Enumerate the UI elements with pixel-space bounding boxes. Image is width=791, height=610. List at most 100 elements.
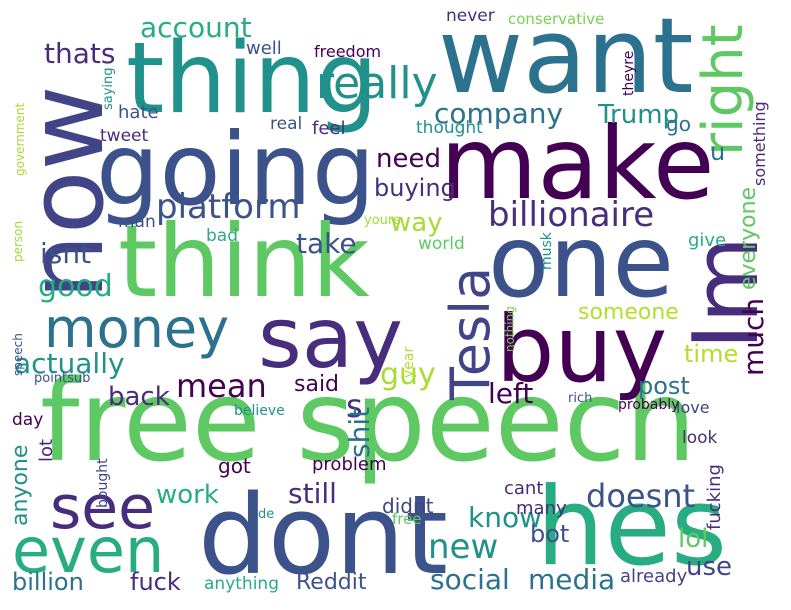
word-bot: bot xyxy=(530,520,570,548)
word-saying: saying xyxy=(101,67,116,110)
word-media: media xyxy=(528,563,616,596)
word-many: many xyxy=(516,498,567,519)
word-really: really xyxy=(316,58,438,109)
word-pointsub: pointsub xyxy=(34,371,91,386)
word-said: said xyxy=(294,372,340,397)
word-didnt: didnt xyxy=(382,494,434,518)
word-go: go xyxy=(666,112,691,136)
word-new: new xyxy=(428,527,499,567)
word-need: need xyxy=(376,144,441,174)
word-youre: youre xyxy=(364,213,401,228)
word-fuck: fuck xyxy=(130,568,181,596)
word-already: already xyxy=(620,566,688,587)
word-thats: thats xyxy=(44,37,116,70)
word-back: back xyxy=(108,382,170,412)
word-speech: speech xyxy=(11,333,25,376)
word-bad: bad xyxy=(206,226,238,246)
word-well: well xyxy=(246,38,282,59)
word-got: got xyxy=(218,454,251,478)
word-man: man xyxy=(118,212,156,232)
word-hate: hate xyxy=(118,102,159,123)
word-buying: buying xyxy=(374,174,456,202)
word-tweet: tweet xyxy=(100,126,149,146)
word-right: right xyxy=(691,24,756,156)
word-feel: feel xyxy=(312,118,346,139)
word-look: look xyxy=(682,428,718,448)
word-bought: bought xyxy=(95,458,111,508)
word-rich: rich xyxy=(568,391,593,406)
word-billionaire: billionaire xyxy=(488,195,655,235)
word-thought: thought xyxy=(416,118,483,138)
word-fucking: fucking xyxy=(704,464,725,530)
word-musk: musk xyxy=(539,232,555,270)
word-guy: guy xyxy=(380,357,436,392)
word-free: free xyxy=(392,510,422,528)
word-way: way xyxy=(390,208,443,238)
word-money: money xyxy=(44,297,230,360)
word-make: make xyxy=(440,105,715,222)
word-something: something xyxy=(750,101,769,186)
word-s: s xyxy=(346,387,363,425)
word-government: government xyxy=(13,102,27,176)
word-much: much xyxy=(737,297,770,376)
word-believe: believe xyxy=(234,403,285,419)
word-hes: hes xyxy=(536,465,728,590)
word-real: real xyxy=(270,114,303,134)
word-person: person xyxy=(11,220,25,262)
word-dont: dont xyxy=(198,471,448,599)
word-year: year xyxy=(401,346,417,378)
word-shit: shit xyxy=(343,406,376,458)
word-anything: anything xyxy=(204,574,279,594)
word-everyone: everyone xyxy=(736,186,761,290)
word-actually: actually xyxy=(14,347,125,380)
word-want: want xyxy=(438,0,694,117)
word-say: say xyxy=(258,289,403,387)
word-time: time xyxy=(684,340,739,368)
word-good: good xyxy=(38,269,113,304)
word-platform: platform xyxy=(156,187,301,227)
word-see: see xyxy=(50,473,156,543)
word-day: day xyxy=(12,410,44,430)
word-never: never xyxy=(446,6,495,26)
word-reddit: Reddit xyxy=(296,570,367,595)
word-think: think xyxy=(118,203,370,320)
word-conservative: conservative xyxy=(508,10,605,28)
word-anyone: anyone xyxy=(8,444,33,526)
word-mean: mean xyxy=(176,367,267,405)
word-isnt: isnt xyxy=(40,237,92,270)
word-use: use xyxy=(686,552,733,582)
word-know: know xyxy=(468,501,542,534)
word-doesnt: doesnt xyxy=(586,477,696,515)
word-social: social xyxy=(430,563,510,596)
word-nothing: nothing xyxy=(503,306,517,352)
word-still: still xyxy=(288,477,337,510)
word-lol: lol xyxy=(678,524,709,554)
word-work: work xyxy=(156,480,219,510)
word-cant: cant xyxy=(504,478,544,499)
word-problem: problem xyxy=(312,454,387,475)
word-de: de xyxy=(258,507,275,522)
word-world: world xyxy=(418,234,465,254)
word-love: love xyxy=(676,398,710,417)
word-probably: probably xyxy=(618,397,680,413)
word-company: company xyxy=(434,97,564,130)
word-billion: billion xyxy=(12,568,84,596)
word-take: take xyxy=(296,227,357,260)
word-one: one xyxy=(488,203,675,320)
word-going: going xyxy=(96,111,376,228)
word-even: even xyxy=(12,514,165,587)
word-buy: buy xyxy=(496,296,668,403)
word-account: account xyxy=(140,11,252,44)
word-free-speech: free speech xyxy=(40,357,697,487)
word-theyre: theyre xyxy=(621,50,637,96)
word-lot: lot xyxy=(36,438,57,462)
word-left: left xyxy=(488,377,534,410)
word-thing: thing xyxy=(126,22,379,136)
word-post: post xyxy=(638,372,690,400)
word-u: u xyxy=(710,138,726,166)
word-trump: Trump xyxy=(598,100,680,130)
word-freedom: freedom xyxy=(314,42,382,61)
word-someone: someone xyxy=(578,300,679,325)
word-give: give xyxy=(688,230,727,251)
